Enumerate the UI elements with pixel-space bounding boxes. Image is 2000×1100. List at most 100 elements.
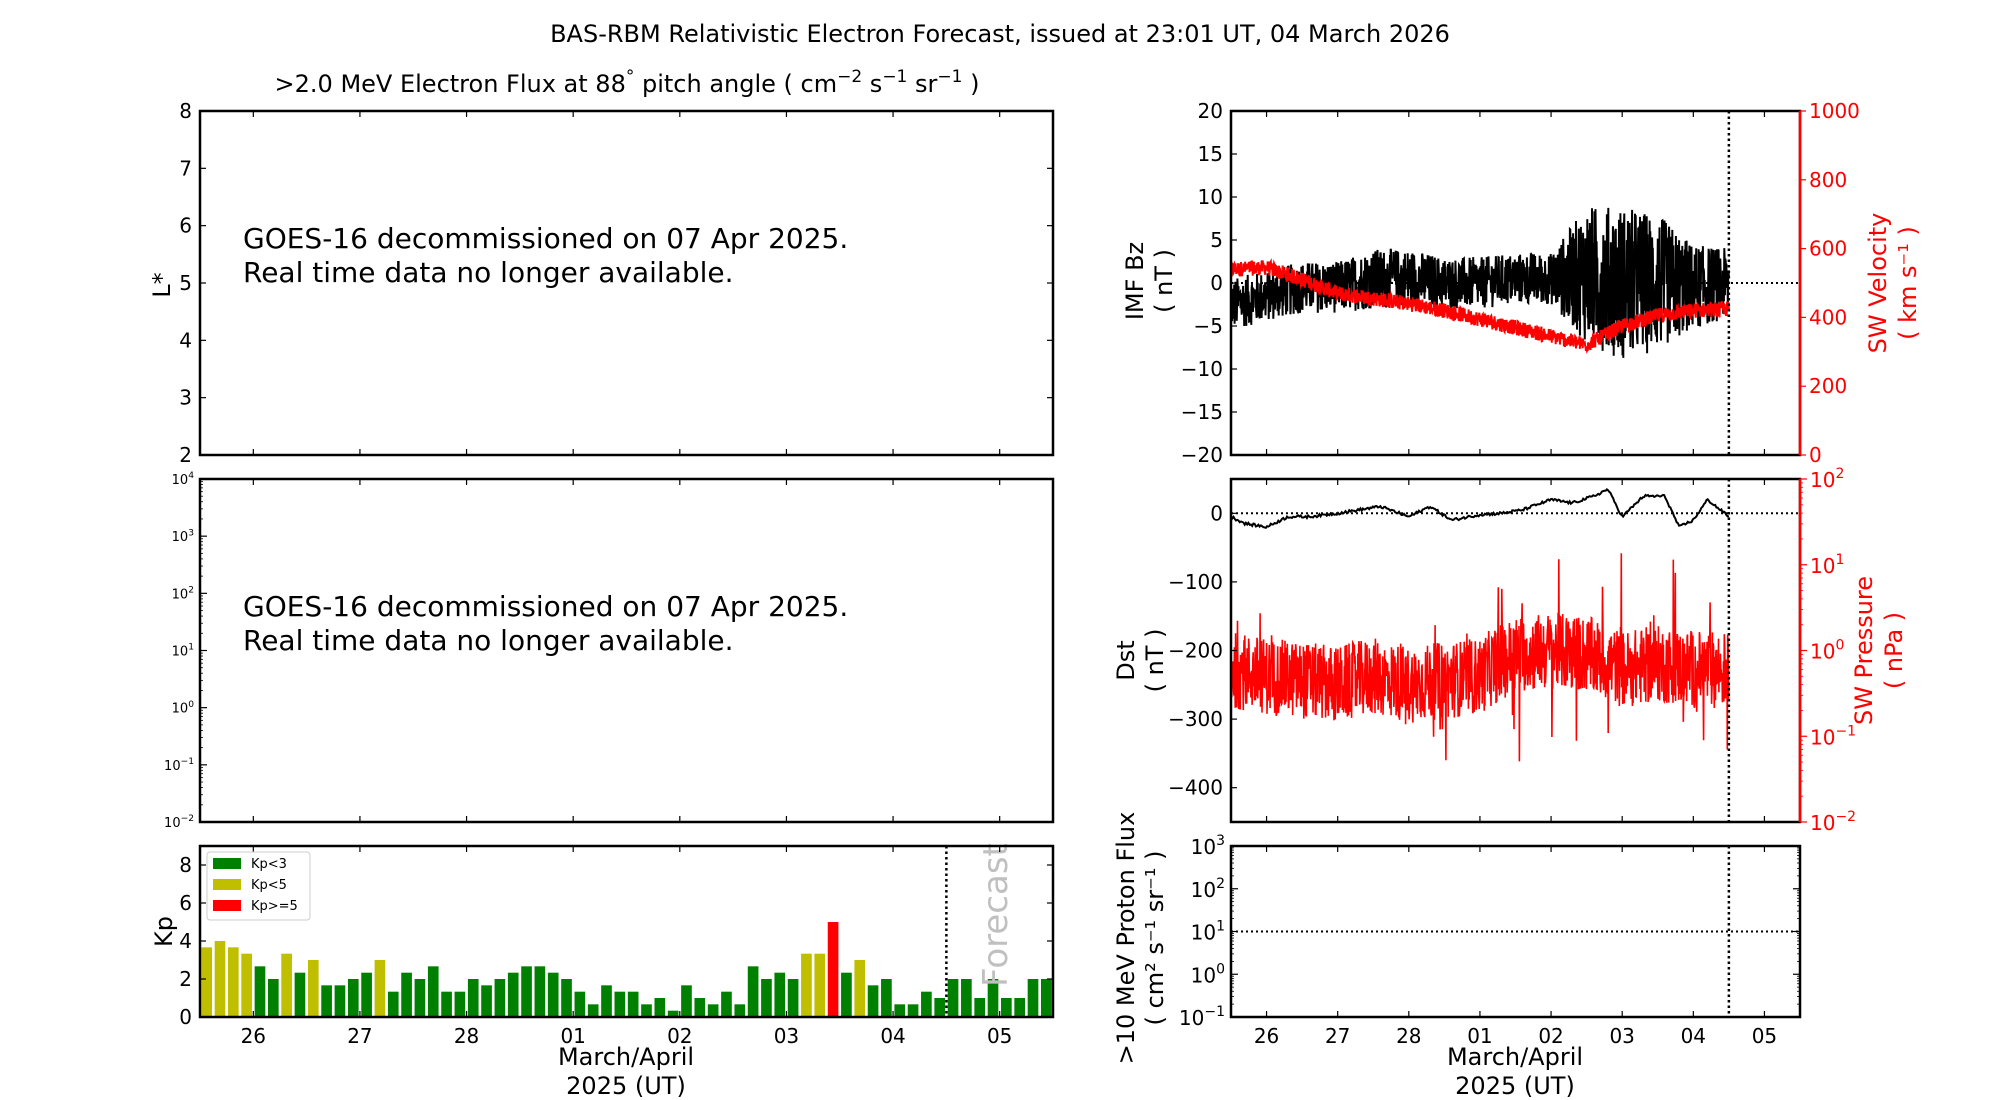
y2-tick-label: 101 bbox=[1810, 552, 1844, 578]
legend-swatch bbox=[213, 858, 241, 869]
y-tick-label: 101 bbox=[1191, 919, 1225, 945]
y-tick-label: 20 bbox=[1198, 99, 1223, 123]
y-axis-units: ( nT ) bbox=[1150, 249, 1178, 313]
sw-pressure-line bbox=[1230, 553, 1730, 762]
x-tick-label: 04 bbox=[880, 1024, 905, 1048]
x-axis-label: 2025 (UT) bbox=[566, 1072, 686, 1100]
kp-bar bbox=[361, 972, 372, 1017]
kp-bar bbox=[694, 998, 706, 1017]
y-tick-label: 10−1 bbox=[1179, 1004, 1225, 1030]
legend-label: Kp<5 bbox=[251, 878, 287, 893]
dst-line bbox=[1230, 488, 1730, 529]
y-tick-label: 15 bbox=[1198, 142, 1223, 166]
kp-bar bbox=[854, 960, 866, 1017]
y-tick-label: −200 bbox=[1168, 639, 1223, 663]
y-tick-label: 4 bbox=[179, 929, 192, 953]
imf-bz-velocity-panel: −20−15−10−50510152002004006008001000IMF … bbox=[1121, 99, 1922, 467]
kp-bar bbox=[214, 941, 226, 1017]
y-tick-label: 100 bbox=[1191, 961, 1225, 987]
y-axis-label: L* bbox=[148, 272, 176, 297]
proton-flux-panel: 10−1 100 101 102 103 >10 MeV Proton Flux( cm²… bbox=[1112, 812, 1802, 1100]
kp-bar bbox=[441, 991, 452, 1017]
kp-bar bbox=[321, 985, 332, 1017]
y-tick-label: 102 bbox=[1191, 876, 1225, 902]
kp-bar bbox=[1001, 998, 1012, 1017]
kp-bar bbox=[761, 979, 772, 1017]
x-tick-label: 04 bbox=[1681, 1024, 1706, 1048]
kp-bar bbox=[934, 998, 946, 1017]
kp-bar bbox=[414, 979, 426, 1017]
kp-legend: Kp<3 Kp<5 Kp>=5 bbox=[206, 851, 311, 921]
y-tick-label: 10−1 bbox=[164, 757, 194, 774]
kp-bar bbox=[1027, 979, 1039, 1017]
y-tick-label: −100 bbox=[1168, 570, 1223, 594]
kp-bar bbox=[347, 979, 359, 1017]
y-tick-label: 6 bbox=[179, 214, 192, 238]
y2-tick-label: 400 bbox=[1809, 305, 1847, 329]
y2-tick-label: 800 bbox=[1809, 168, 1847, 192]
kp-bar bbox=[827, 922, 839, 1017]
kp-bar bbox=[921, 991, 932, 1017]
kp-bar bbox=[547, 972, 559, 1017]
y-tick-label: −10 bbox=[1181, 357, 1223, 381]
kp-bar bbox=[961, 979, 972, 1017]
x-tick-label: 28 bbox=[454, 1024, 479, 1048]
x-tick-label: 05 bbox=[987, 1024, 1012, 1048]
kp-bar bbox=[227, 947, 239, 1017]
kp-bar bbox=[387, 991, 399, 1017]
y2-tick-label: 10−1 bbox=[1810, 723, 1856, 749]
kp-bar bbox=[281, 953, 292, 1017]
kp-bar bbox=[987, 979, 999, 1017]
kp-bar bbox=[881, 979, 892, 1017]
kp-bar bbox=[1014, 998, 1026, 1017]
y-axis-label: Kp bbox=[150, 916, 178, 947]
y-tick-label: 10−2 bbox=[164, 814, 194, 831]
kp-bar bbox=[787, 979, 799, 1017]
y-axis-label: >10 MeV Proton Flux bbox=[1112, 812, 1140, 1065]
y-tick-label: 2 bbox=[179, 443, 192, 467]
y2-tick-label: 1000 bbox=[1809, 99, 1860, 123]
x-tick-label: 27 bbox=[1325, 1024, 1350, 1048]
no-data-message: Real time data no longer available. bbox=[243, 256, 734, 289]
kp-bar bbox=[561, 979, 572, 1017]
x-tick-label: 01 bbox=[1467, 1024, 1492, 1048]
y-axis-label: IMF Bz bbox=[1121, 242, 1149, 320]
y-tick-label: −300 bbox=[1168, 707, 1223, 731]
y2-tick-label: 100 bbox=[1810, 638, 1844, 664]
panel-title: >2.0 MeV Electron Flux at 88° pitch angl… bbox=[275, 67, 980, 98]
kp-bar bbox=[627, 991, 639, 1017]
kp-bar bbox=[521, 966, 532, 1017]
y-tick-label: −5 bbox=[1194, 314, 1223, 338]
kp-bar bbox=[841, 972, 852, 1017]
y-tick-label: 102 bbox=[172, 585, 194, 602]
kp-bar bbox=[494, 979, 506, 1017]
kp-bar bbox=[467, 979, 479, 1017]
kp-bar bbox=[507, 972, 519, 1017]
x-tick-label: 05 bbox=[1752, 1024, 1777, 1048]
y-tick-label: −15 bbox=[1181, 400, 1223, 424]
kp-bar bbox=[1041, 979, 1052, 1017]
x-tick-label: 02 bbox=[1538, 1024, 1563, 1048]
y2-tick-label: 10−2 bbox=[1810, 809, 1856, 835]
kp-bar bbox=[201, 947, 212, 1017]
kp-bar bbox=[427, 966, 439, 1017]
y-tick-label: 4 bbox=[179, 328, 192, 352]
kp-bar bbox=[947, 979, 959, 1017]
x-tick-label: 03 bbox=[774, 1024, 799, 1048]
kp-bar bbox=[454, 991, 466, 1017]
x-tick-label: 26 bbox=[241, 1024, 266, 1048]
x-tick-label: 27 bbox=[347, 1024, 372, 1048]
y-tick-label: 3 bbox=[179, 386, 192, 410]
y-tick-label: 5 bbox=[179, 271, 192, 295]
kp-bar bbox=[587, 1004, 599, 1017]
y-tick-label: 5 bbox=[1210, 228, 1223, 252]
y2-axis-units: ( km s⁻¹ ) bbox=[1894, 226, 1922, 340]
y2-axis-label: SW Pressure bbox=[1850, 576, 1878, 725]
kp-bar bbox=[574, 991, 586, 1017]
no-data-message: Real time data no longer available. bbox=[243, 624, 734, 657]
x-axis-label: March/April bbox=[558, 1043, 694, 1071]
y-tick-label: 0 bbox=[1210, 501, 1223, 525]
y-tick-label: 2 bbox=[179, 967, 192, 991]
